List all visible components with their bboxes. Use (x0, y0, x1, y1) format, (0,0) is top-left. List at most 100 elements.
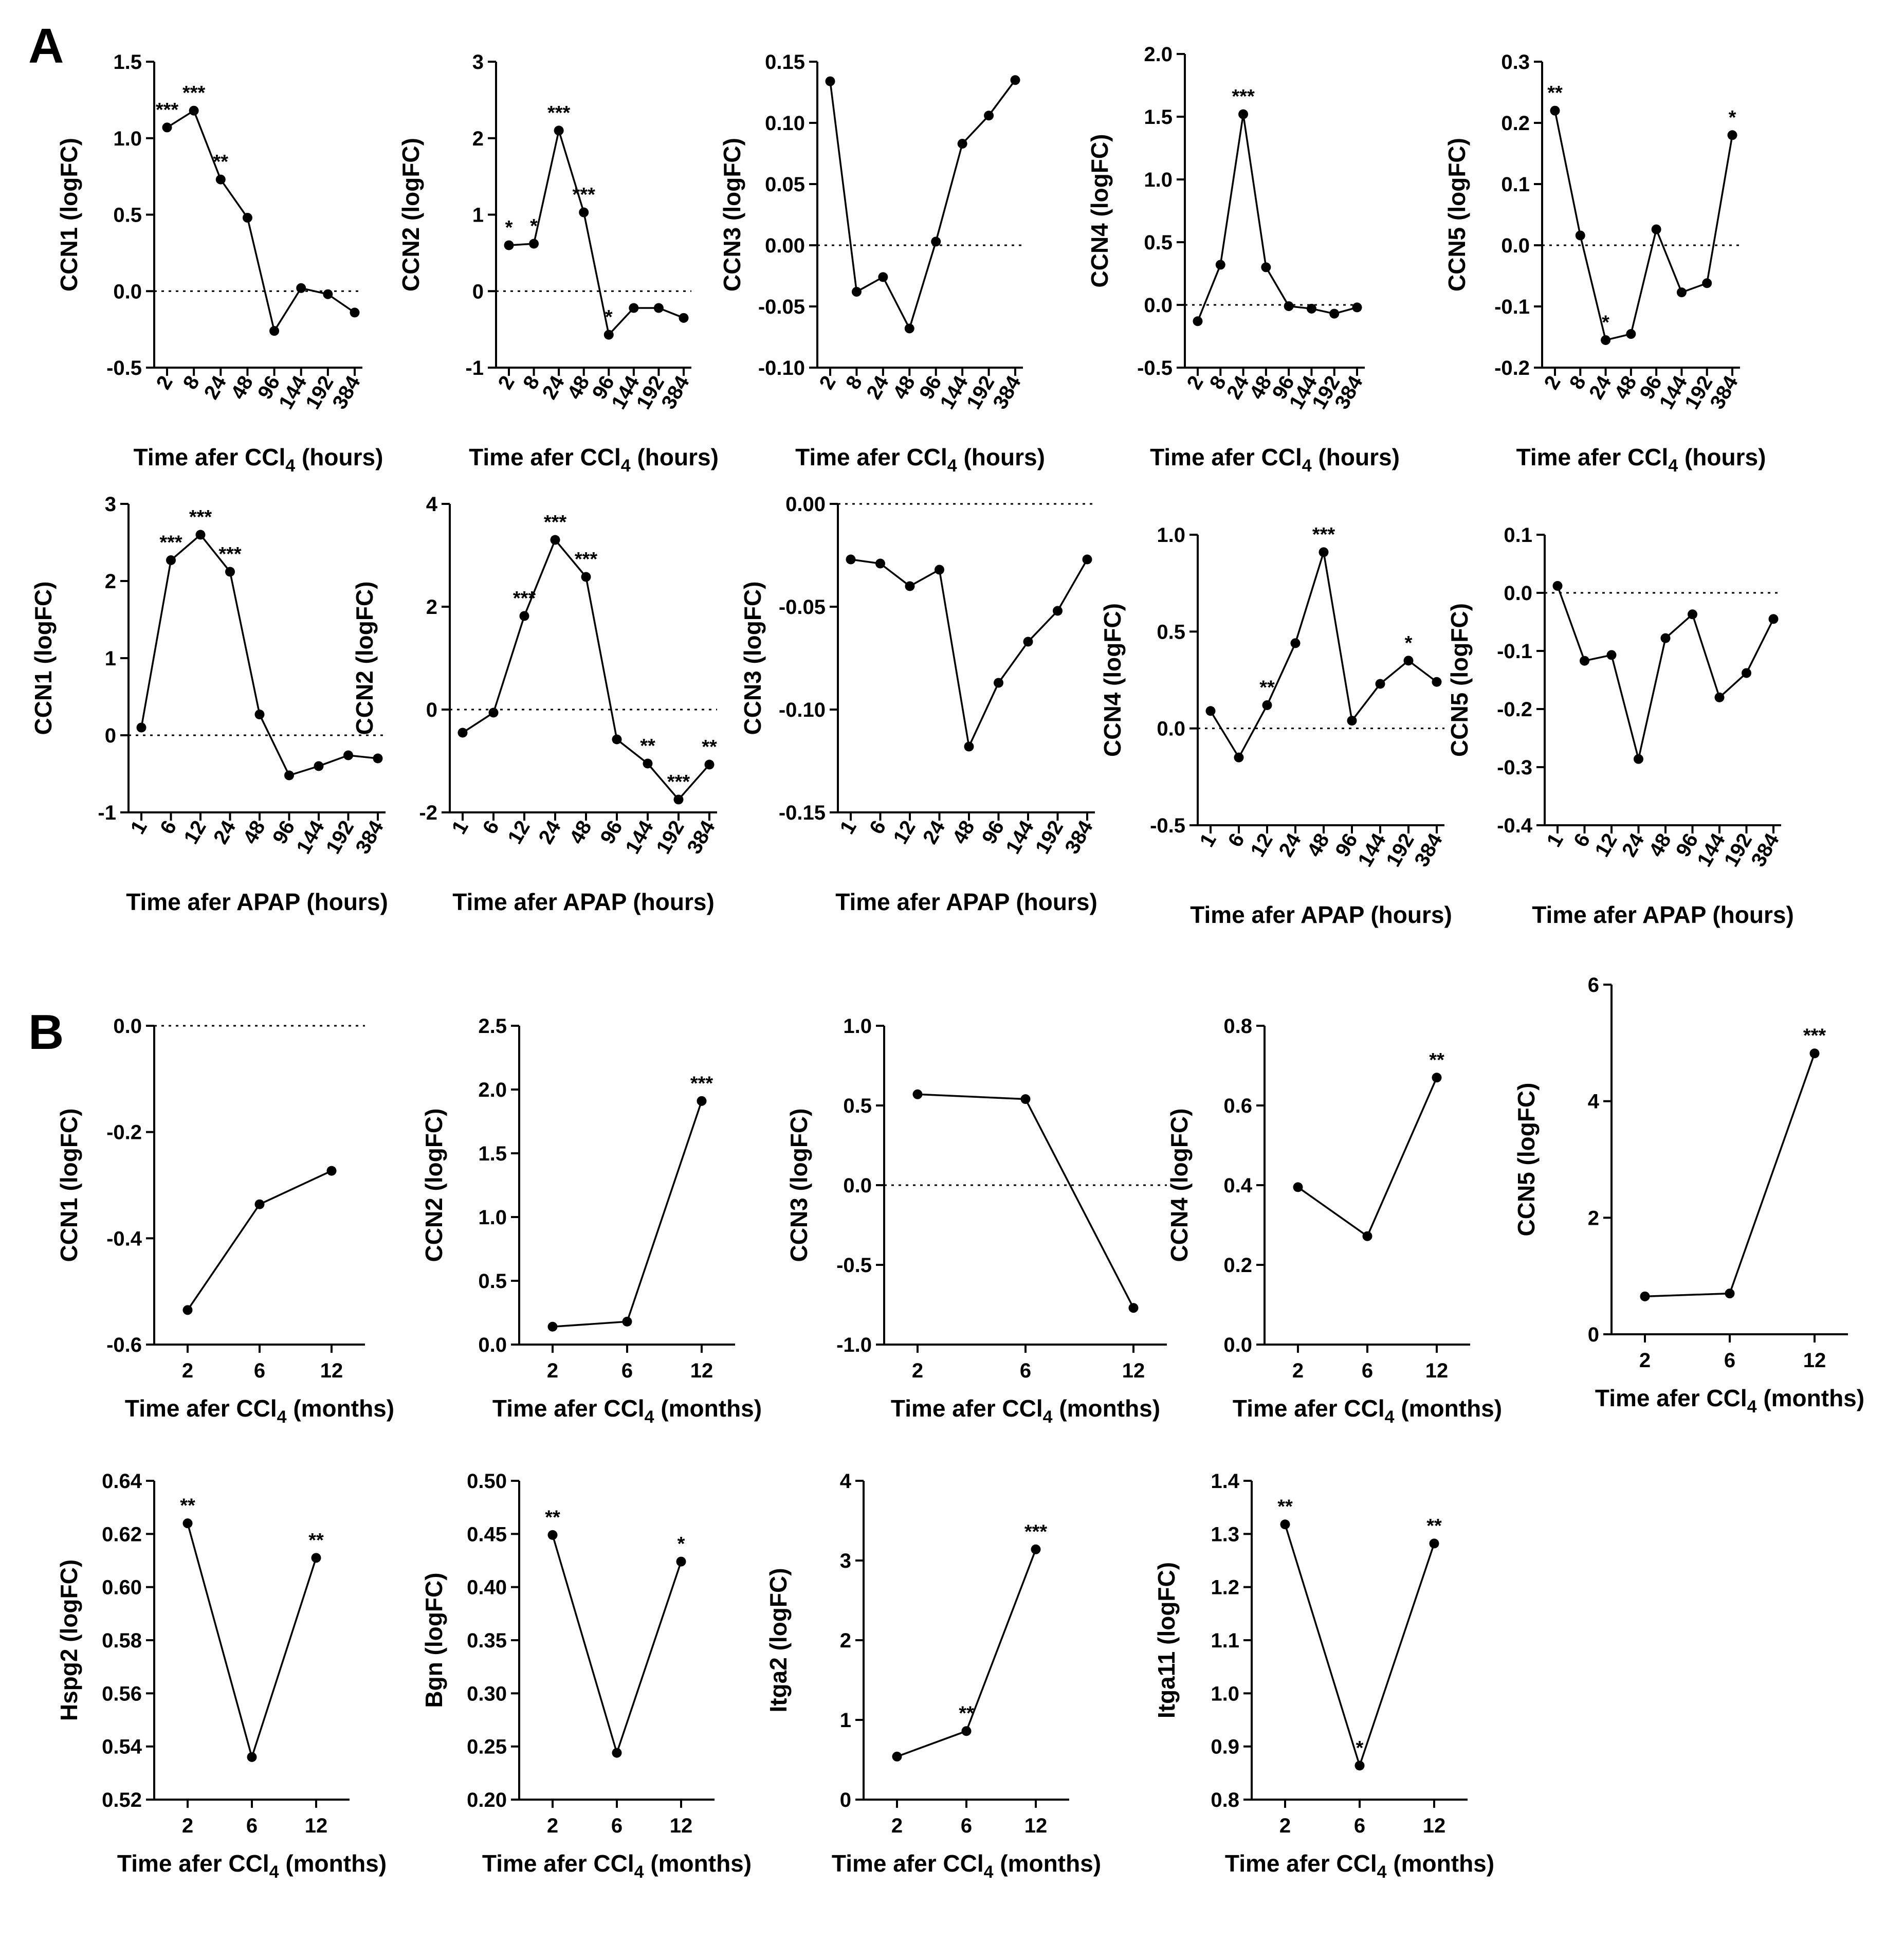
y-tick-label: 1 (105, 647, 116, 670)
data-point (1352, 302, 1362, 313)
y-tick-label: 1.4 (1211, 1470, 1239, 1493)
x-axis-title: Time afer APAP (hours) (1532, 901, 1794, 928)
y-axis-title: Itga2 (logFC) (765, 1568, 792, 1712)
data-point (935, 565, 944, 575)
y-axis-title: CCN5 (logFC) (1446, 603, 1473, 757)
y-tick-label: 0.0 (1501, 234, 1530, 257)
x-tick-label: 12 (1590, 830, 1621, 861)
x-tick-label: 384 (1060, 817, 1097, 858)
y-tick-label: 0.25 (467, 1736, 507, 1758)
series-line (1197, 114, 1358, 322)
x-tick-label: 12 (670, 1815, 693, 1837)
significance-label: ** (1547, 82, 1563, 104)
y-axis-title: CCN1 (logFC) (56, 1109, 82, 1262)
data-point (225, 567, 235, 577)
y-tick-label: -0.5 (106, 357, 142, 379)
x-axis-title: Time afer CCl4 (hours) (134, 444, 383, 476)
x-tick-label: 144 (1353, 829, 1390, 870)
y-tick-label: 3 (840, 1550, 851, 1572)
y-tick-label: 0.1 (1504, 524, 1532, 547)
data-point (189, 105, 199, 116)
data-point (964, 741, 974, 752)
series-line (1210, 552, 1438, 759)
data-point (1284, 301, 1294, 311)
y-tick-label: -2 (419, 802, 437, 824)
chart-5: -0.2-0.10.00.10.20.32 8244896144192384***… (1443, 51, 1766, 476)
y-tick-label: 0.3 (1501, 51, 1530, 74)
data-point (984, 111, 994, 121)
data-point (1634, 754, 1643, 764)
charts-container: -0.50.00.51.01.52 8244896144192384*******… (30, 43, 1864, 1882)
y-tick-label: 0.10 (765, 112, 805, 135)
y-tick-label: 0.62 (102, 1523, 142, 1546)
data-point (1429, 1538, 1439, 1549)
x-tick-label: 12 (1024, 1815, 1048, 1837)
x-tick-label: 48 (889, 372, 920, 404)
y-tick-label: 4 (840, 1470, 852, 1493)
y-axis-title: CCN3 (logFC) (739, 582, 766, 735)
y-tick-label: -0.5 (836, 1254, 872, 1277)
y-tick-label: -0.10 (779, 699, 826, 721)
series-line (1644, 1053, 1816, 1298)
x-tick-label: 12 (889, 817, 920, 848)
data-point (1768, 614, 1779, 624)
y-tick-label: 0.2 (1223, 1254, 1252, 1277)
x-tick-label: 24 (538, 372, 570, 403)
x-tick-label: 384 (1747, 829, 1784, 870)
x-tick-label: 48 (948, 817, 979, 848)
y-axis-title: CCN1 (logFC) (56, 138, 82, 292)
data-point (1375, 679, 1385, 689)
chart-12: 0.0 0.5 1.0 1.5 2.0 2.5 2 6 12 *** CCN2 (logFC) Tim… (420, 1015, 762, 1427)
y-tick-label: 1.1 (1211, 1629, 1239, 1652)
y-tick-label: 0.0 (1504, 582, 1532, 605)
x-axis-title: Time afer APAP (hours) (126, 888, 388, 915)
data-point (579, 207, 589, 217)
data-point (182, 1305, 193, 1315)
x-axis-title: Time afer CCl4 (hours) (1516, 444, 1766, 476)
x-tick-label: 144 (1001, 817, 1038, 858)
x-tick-label: 24 (200, 372, 231, 403)
y-tick-label: 1.0 (843, 1015, 872, 1038)
panel-label-b: B (28, 1005, 64, 1060)
y-axis-title: CCN2 (logFC) (351, 582, 378, 735)
data-point (373, 753, 383, 764)
data-point (1234, 752, 1244, 763)
data-point (1640, 1291, 1650, 1301)
y-tick-label: -0.1 (1494, 296, 1530, 318)
data-point (457, 728, 468, 738)
series-line (1284, 1524, 1435, 1769)
data-point (284, 770, 294, 781)
y-tick-label: 0.5 (1144, 231, 1173, 254)
data-point (296, 283, 306, 293)
x-tick-label: 96 (596, 817, 627, 848)
x-tick-label: 384 (683, 817, 720, 858)
x-tick-label: 48 (1303, 830, 1333, 861)
x-tick-label: 12 (1246, 830, 1277, 861)
significance-label: ** (180, 1495, 195, 1517)
significance-label: *** (575, 549, 598, 570)
data-point (1319, 547, 1329, 557)
data-point (269, 326, 280, 336)
y-tick-label: 2 (105, 570, 116, 593)
significance-label: * (678, 1533, 685, 1555)
data-point (166, 555, 176, 565)
y-tick-label: 0.5 (843, 1095, 872, 1117)
chart-16: 0.52 0.54 0.56 0.58 0.60 0.62 0.64 2 6 12 ** ** Hspg… (56, 1470, 387, 1882)
x-axis-title: Time afer APAP (hours) (1190, 901, 1452, 928)
series-line (829, 79, 1016, 331)
data-point (1238, 109, 1249, 119)
data-point (554, 125, 564, 136)
x-tick-label: 2 (891, 1815, 903, 1837)
x-tick-label: 384 (351, 817, 388, 858)
data-point (215, 174, 226, 185)
data-point (1193, 316, 1203, 326)
panel-label-a: A (28, 19, 64, 74)
significance-label: ** (640, 735, 655, 757)
data-point (931, 237, 941, 247)
y-tick-label: 0.8 (1211, 1789, 1239, 1811)
y-tick-label: -1 (98, 802, 116, 824)
y-tick-label: 0.0 (843, 1174, 872, 1197)
significance-label: *** (513, 588, 536, 609)
